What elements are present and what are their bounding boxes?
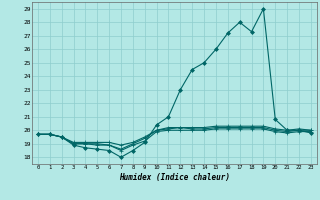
X-axis label: Humidex (Indice chaleur): Humidex (Indice chaleur): [119, 173, 230, 182]
